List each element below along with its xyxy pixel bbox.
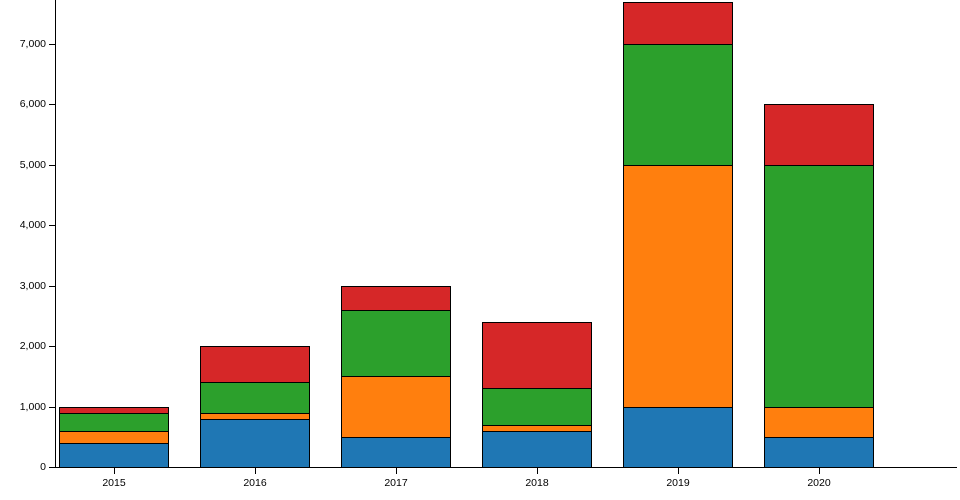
y-tick-label: 3,000 <box>19 279 46 292</box>
y-tick-mark <box>49 467 55 468</box>
y-tick-label: 0 <box>40 461 46 473</box>
y-tick-label: 4,000 <box>19 219 46 232</box>
y-axis-line <box>55 0 56 468</box>
x-tick-mark <box>114 468 115 474</box>
bar-segment-2015-series-blue <box>59 442 169 468</box>
x-tick-label: 2015 <box>102 477 126 489</box>
y-tick-mark <box>49 104 55 106</box>
x-tick-mark <box>819 468 820 474</box>
y-tick-mark <box>49 44 55 45</box>
x-tick-mark <box>678 468 679 474</box>
y-tick-label: 7,000 <box>19 38 46 50</box>
bar-segment-2017-series-blue <box>341 436 451 468</box>
bar-segment-2017-series-green <box>341 309 451 378</box>
y-tick-label: 5,000 <box>19 158 46 171</box>
y-tick-label: 1,000 <box>19 400 46 413</box>
y-tick-mark <box>49 225 55 227</box>
bar-segment-2019-series-blue <box>623 406 733 468</box>
bar-segment-2017-series-red <box>341 285 451 311</box>
x-tick-mark <box>255 468 256 474</box>
y-tick-mark <box>49 285 55 287</box>
y-tick-label: 2,000 <box>19 340 46 353</box>
bar-segment-2018-series-green <box>482 388 592 426</box>
y-tick-mark <box>49 164 55 166</box>
bar-segment-2016-series-orange <box>200 412 310 420</box>
bar-segment-2016-series-blue <box>200 418 310 468</box>
bar-segment-2015-series-orange <box>59 430 169 444</box>
x-tick-label: 2020 <box>807 477 831 489</box>
bar-segment-2018-series-blue <box>482 430 592 468</box>
x-tick-label: 2016 <box>243 477 267 489</box>
bar-segment-2015-series-green <box>59 412 169 432</box>
bar-segment-2016-series-green <box>200 382 310 414</box>
bar-segment-2019-series-orange <box>623 164 733 408</box>
bar-segment-2015-series-red <box>59 406 169 414</box>
x-tick-label: 2017 <box>384 477 408 489</box>
y-tick-label: 6,000 <box>19 98 46 111</box>
bar-segment-2019-series-red <box>623 1 733 45</box>
bar-segment-2020-series-blue <box>764 436 874 468</box>
x-tick-mark <box>537 468 538 474</box>
bar-segment-2019-series-green <box>623 44 733 166</box>
x-tick-mark <box>396 468 397 474</box>
bar-segment-2018-series-red <box>482 321 592 390</box>
bar-segment-2020-series-red <box>764 104 874 166</box>
bar-segment-2017-series-orange <box>341 376 451 438</box>
y-tick-mark <box>49 406 55 408</box>
bar-segment-2020-series-orange <box>764 406 874 438</box>
bar-segment-2016-series-red <box>200 346 310 384</box>
x-tick-label: 2018 <box>525 477 549 489</box>
bar-segment-2020-series-green <box>764 164 874 408</box>
x-tick-label: 2019 <box>666 477 690 489</box>
y-tick-mark <box>49 346 55 348</box>
bar-segment-2018-series-orange <box>482 424 592 432</box>
